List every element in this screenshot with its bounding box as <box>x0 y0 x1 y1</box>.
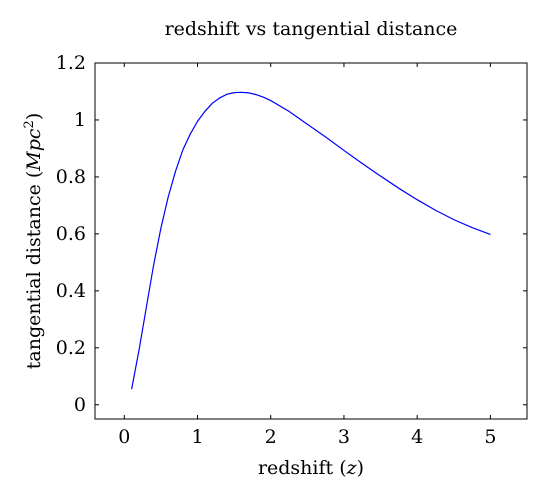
y-tick-label: 1 <box>74 109 86 131</box>
x-tick-label: 2 <box>265 426 277 448</box>
y-tick-label: 0.4 <box>56 280 86 302</box>
y-tick-label: 0.2 <box>56 337 86 359</box>
y-tick-label: 0.6 <box>56 223 86 245</box>
y-axis-label: tangential distance (Mpc2) <box>22 113 46 370</box>
series-line <box>131 91 491 390</box>
x-tick-label: 5 <box>484 426 496 448</box>
x-tick-label: 1 <box>191 426 203 448</box>
y-tick-label: 1.2 <box>56 52 86 74</box>
x-axis: 0 1 2 3 4 5 <box>118 63 496 448</box>
y-tick-label: 0.8 <box>56 166 86 188</box>
x-tick-label: 0 <box>118 426 130 448</box>
chart-title: redshift vs tangential distance <box>165 18 458 40</box>
plot-frame <box>94 62 528 420</box>
y-tick-label: 0 <box>74 394 86 416</box>
x-tick-label: 4 <box>411 426 423 448</box>
x-axis-label: redshift (z) <box>258 457 364 479</box>
x-tick-label: 3 <box>338 426 350 448</box>
y-axis: 0 0.2 0.4 0.6 0.8 1 1.2 <box>56 52 527 416</box>
